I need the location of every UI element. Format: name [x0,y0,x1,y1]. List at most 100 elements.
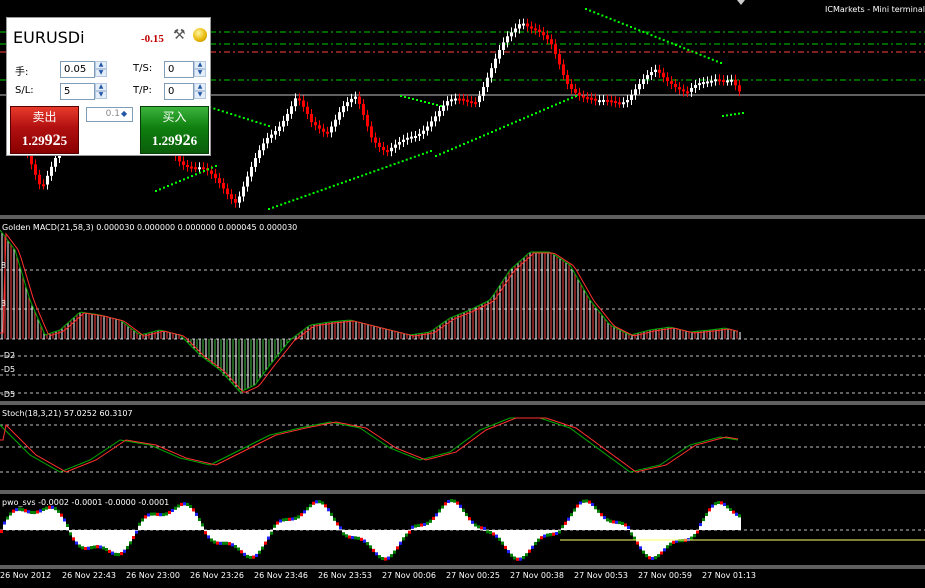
pwo-bar [270,530,273,532]
pwo-bar [108,530,111,550]
pwo-bar [183,505,186,530]
pwo-edge [153,512,156,516]
candle-body [250,166,253,177]
trend-dot [308,193,311,196]
pwo-bar [147,516,150,530]
chevron-up-icon[interactable]: ▲ [194,61,206,69]
volume-step-stepper[interactable]: ◆ [121,109,128,118]
trend-dot [167,185,169,187]
pwo-edge [231,543,234,547]
candle-body [654,69,657,73]
candle-body [182,161,185,165]
pwo-edge [30,510,33,514]
pwo-edge [108,549,111,553]
pwo-bar [735,515,738,530]
candle-body [718,79,721,82]
pwo-edge [417,523,420,527]
pwo-bar [333,520,336,530]
hammer-wrench-icon[interactable]: ⚒ [173,27,186,43]
pwo-bar [42,510,45,530]
lots-input[interactable]: 0.05 [60,61,95,78]
trailing-stop-stepper[interactable]: ▲ ▼ [194,61,206,78]
trend-dot [738,112,740,115]
pwo-bar [375,530,378,553]
trend-dot [511,122,513,125]
trend-dot [163,186,165,189]
pwo-bar [336,525,339,530]
trend-dot [720,62,722,64]
chevron-down-icon[interactable]: ▼ [194,91,206,99]
pwo-bar [738,517,741,530]
trend-dot [389,164,392,167]
pwo-edge [273,524,276,528]
pwo-edge [288,517,291,521]
trend-dot [328,186,331,189]
candle-body [274,130,277,135]
candle-body [590,97,593,100]
pwo-bar [630,530,633,533]
coin-icon[interactable] [193,28,207,42]
pwo-edge [234,545,237,549]
pwo-edge [426,521,429,525]
pwo-bar [567,520,570,530]
candle-body [358,96,361,104]
symbol-name[interactable]: EURUSDi [13,28,85,47]
candle-body [178,155,181,162]
stop-loss-input[interactable]: 5 [60,83,95,100]
trend-dot [691,50,694,53]
chevron-up-icon[interactable]: ▲ [194,83,206,91]
trend-dot [439,153,441,156]
pwo-bar [72,530,75,538]
chevron-up-icon[interactable]: ▲ [95,83,107,91]
pwo-bar [498,530,501,538]
pwo-bar [705,515,708,530]
pwo-bar [408,530,411,531]
candle-body [506,36,509,43]
pwo-edge [114,552,117,556]
chevron-down-icon[interactable]: ▼ [95,69,107,77]
pwo-bar [624,526,627,530]
pwo-edge [0,530,3,533]
pwo-bar [105,530,108,549]
candle-body [474,102,477,105]
buy-button[interactable]: 买入 1.29926 [140,106,209,154]
trend-dot [336,183,339,186]
trend-dot [183,178,185,181]
trend-dot [187,176,189,179]
pwo-bar [492,530,495,533]
pwo-bar [171,511,174,530]
chevron-down-icon[interactable]: ▼ [95,91,107,99]
pwo-bar [474,526,477,530]
pwo-edge [648,556,651,560]
chevron-down-icon[interactable]: ▼ [194,69,206,77]
trend-dot [440,105,442,107]
trailing-stop-input[interactable]: 0 [164,61,194,78]
pwo-edge [498,537,501,541]
pwo-edge [45,506,48,510]
candle-body [686,91,689,94]
pwo-bar [609,522,612,530]
volume-step-input[interactable]: 0.1 [86,107,133,122]
pwo-bar [450,502,453,530]
stop-loss-stepper[interactable]: ▲ ▼ [95,83,107,100]
candle-body [450,99,453,102]
chart-shift-marker[interactable] [737,0,745,5]
lots-stepper[interactable]: ▲ ▼ [95,61,107,78]
trend-dot [475,137,477,140]
trend-dot [479,136,481,139]
pwo-bar [285,520,288,530]
pwo-edge [42,507,45,511]
take-profit-input[interactable]: 0 [164,83,194,100]
pwo-bar [495,530,498,535]
candle-body [694,85,697,88]
pwo-bar [522,530,525,557]
pwo-edge [720,501,723,505]
sell-button[interactable]: 卖出 1.29925 [10,106,79,154]
trend-dot [211,166,213,169]
pwo-bar [453,502,456,530]
take-profit-stepper[interactable]: ▲ ▼ [194,83,206,100]
pwo-edge [669,542,672,546]
pwo-bar [177,507,180,530]
chevron-up-icon[interactable]: ▲ [95,61,107,69]
trend-dot [304,194,307,197]
